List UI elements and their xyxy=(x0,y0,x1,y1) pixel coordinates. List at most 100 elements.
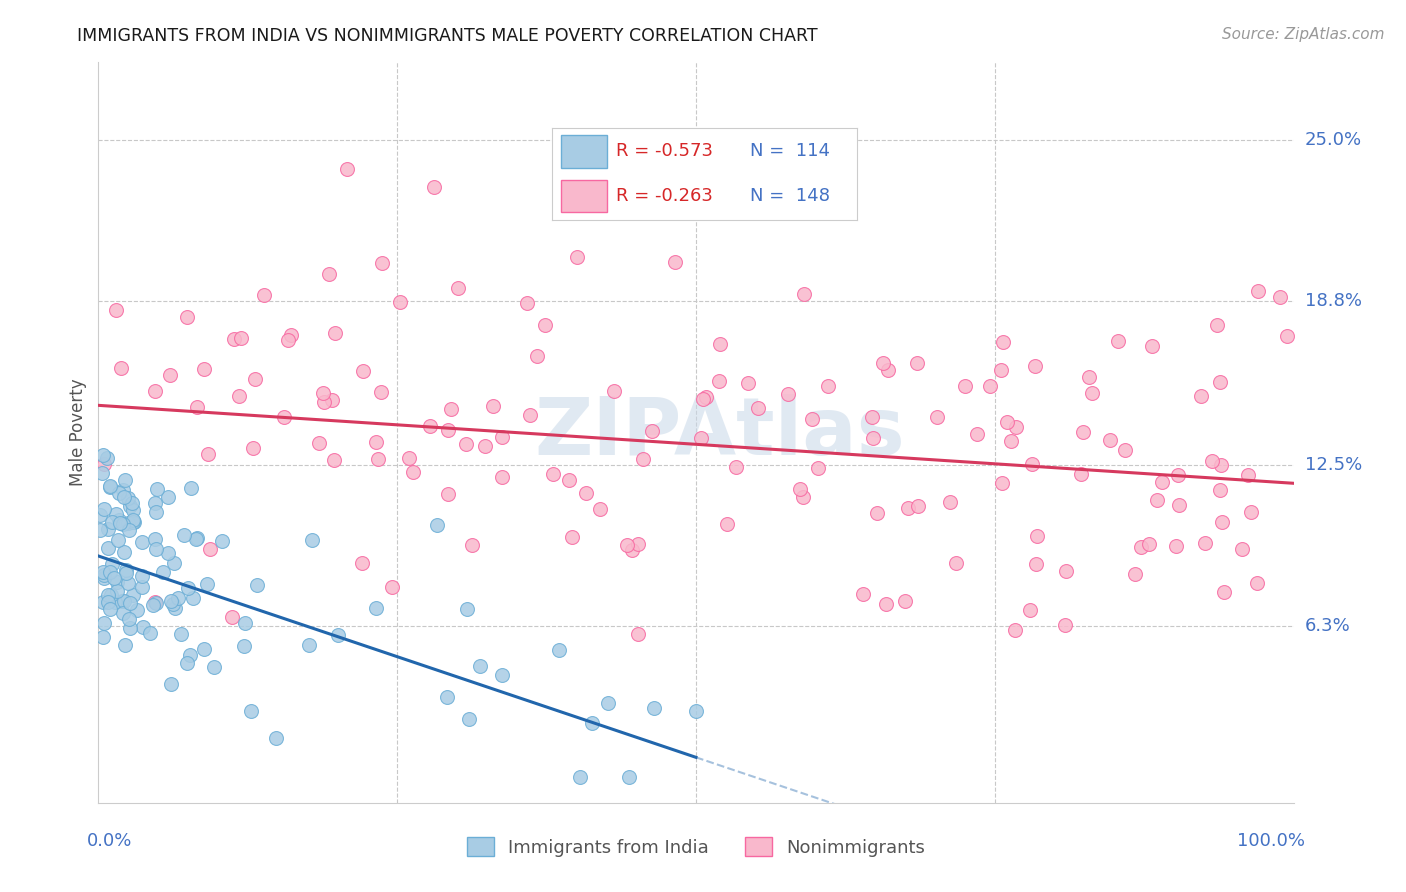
Point xyxy=(897,501,920,516)
Point xyxy=(792,491,814,505)
Point xyxy=(145,541,167,556)
Point xyxy=(105,583,128,598)
Text: 6.3%: 6.3% xyxy=(1305,617,1350,635)
Point xyxy=(519,408,541,422)
Point xyxy=(631,452,654,467)
Point xyxy=(1114,443,1136,458)
Point xyxy=(747,401,769,415)
Point xyxy=(695,390,717,404)
Point xyxy=(111,517,134,532)
Point xyxy=(366,434,388,449)
Point xyxy=(991,476,1014,491)
Point xyxy=(474,439,496,453)
Point xyxy=(877,363,900,377)
Point xyxy=(104,507,127,521)
FancyBboxPatch shape xyxy=(561,179,606,212)
Point xyxy=(98,478,121,492)
Point xyxy=(145,597,167,611)
Point xyxy=(1168,498,1191,512)
Point xyxy=(252,288,274,302)
Point xyxy=(162,556,184,570)
Point xyxy=(692,392,714,407)
Point xyxy=(737,376,759,390)
Point xyxy=(939,494,962,508)
Point xyxy=(125,602,148,616)
Point xyxy=(664,255,686,269)
Point xyxy=(321,393,343,408)
Point xyxy=(1021,457,1043,471)
Point xyxy=(389,295,412,310)
Point xyxy=(211,534,233,549)
Point xyxy=(132,619,155,633)
Point xyxy=(110,361,132,376)
Point xyxy=(202,660,225,674)
Point xyxy=(1208,375,1230,389)
Point xyxy=(179,648,201,662)
Point xyxy=(93,616,115,631)
Point xyxy=(1024,359,1046,373)
Point xyxy=(221,610,243,624)
Point xyxy=(107,486,129,500)
Point xyxy=(370,385,392,400)
Point xyxy=(323,452,346,467)
Point xyxy=(945,556,967,570)
Point xyxy=(852,587,875,601)
Point xyxy=(91,448,114,462)
Point xyxy=(1211,515,1233,529)
Point xyxy=(98,480,121,494)
Point xyxy=(152,565,174,579)
Point xyxy=(193,642,215,657)
Point xyxy=(176,310,198,324)
Point xyxy=(381,580,404,594)
Point xyxy=(1268,290,1291,304)
Point xyxy=(277,333,299,347)
Point xyxy=(89,524,111,538)
Point xyxy=(371,256,394,270)
Text: Source: ZipAtlas.com: Source: ZipAtlas.com xyxy=(1222,27,1385,42)
Point xyxy=(312,394,335,409)
Point xyxy=(101,557,124,571)
Point xyxy=(101,515,124,529)
Point xyxy=(169,627,191,641)
Point xyxy=(107,533,129,547)
Point xyxy=(180,481,202,495)
Point xyxy=(1212,585,1234,599)
Point xyxy=(121,496,143,510)
Point xyxy=(105,303,128,318)
Point xyxy=(143,595,166,609)
Point xyxy=(96,451,118,466)
Point xyxy=(352,364,374,378)
Point xyxy=(231,331,253,345)
Point xyxy=(1019,602,1042,616)
Point xyxy=(468,658,491,673)
Point xyxy=(97,541,120,556)
Point xyxy=(222,332,245,346)
Point xyxy=(89,508,111,522)
Text: IMMIGRANTS FROM INDIA VS NONIMMIGRANTS MALE POVERTY CORRELATION CHART: IMMIGRANTS FROM INDIA VS NONIMMIGRANTS M… xyxy=(77,27,818,45)
Point xyxy=(114,638,136,652)
Point xyxy=(145,384,167,398)
Point xyxy=(707,374,730,388)
Point xyxy=(1004,623,1026,637)
Point xyxy=(966,427,988,442)
Point xyxy=(91,466,114,480)
Point xyxy=(273,409,295,424)
Point xyxy=(526,349,548,363)
Point xyxy=(142,599,165,613)
Point xyxy=(1077,369,1099,384)
Point xyxy=(1070,467,1092,481)
Point xyxy=(167,591,190,605)
Point xyxy=(243,371,266,385)
Point xyxy=(778,386,800,401)
Point xyxy=(131,569,153,583)
Point xyxy=(995,415,1018,429)
Point xyxy=(862,431,884,445)
Point xyxy=(143,532,166,546)
Point xyxy=(565,250,588,264)
Point xyxy=(905,357,928,371)
Point xyxy=(793,286,815,301)
Point xyxy=(643,701,665,715)
Point xyxy=(93,458,115,472)
Text: 0.0%: 0.0% xyxy=(87,832,132,850)
Point xyxy=(1209,458,1232,472)
